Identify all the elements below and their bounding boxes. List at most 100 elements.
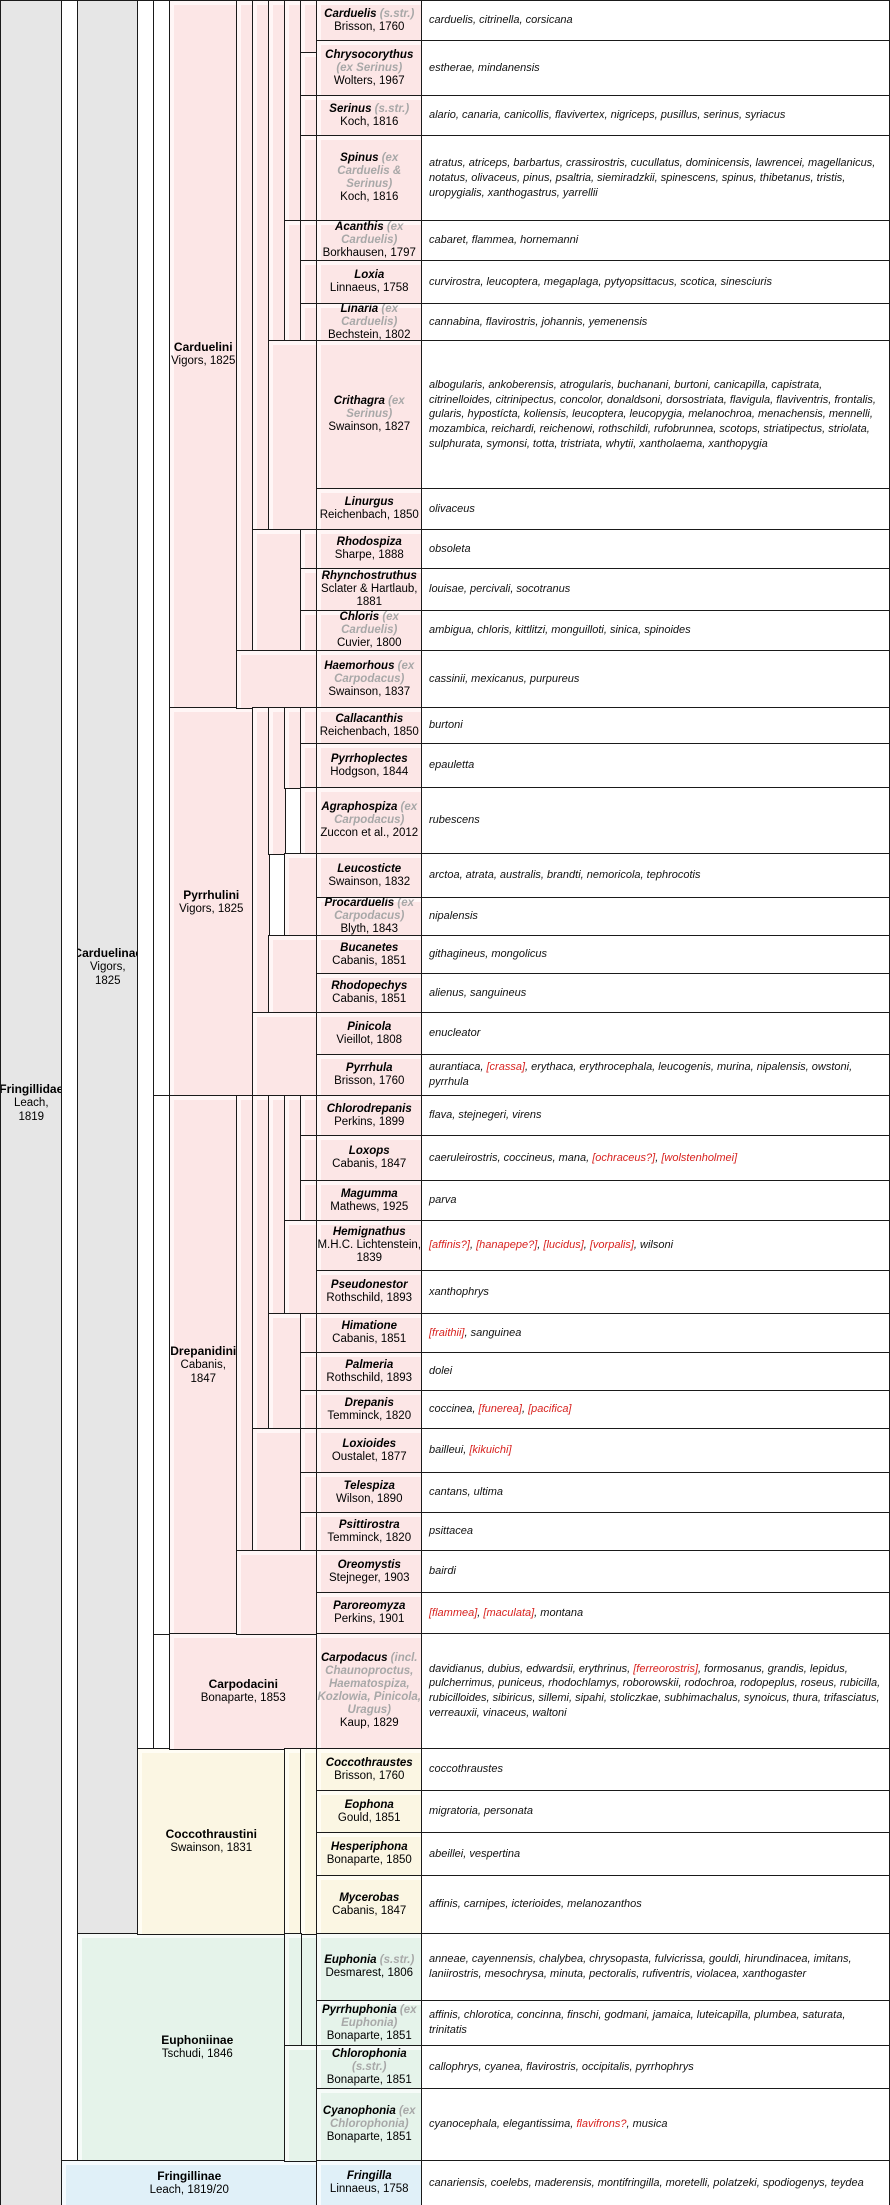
clade-bracket-37: [268, 1313, 302, 1430]
species-list: xanthophrys: [429, 1285, 489, 1300]
tribe-coccothraustini: Coccothraustini Swainson, 1831: [137, 1748, 286, 1935]
genus-pyrrhuphonia: Pyrrhuphonia (ex Euphonia) Bonaparte, 185…: [316, 2000, 423, 2047]
species-list: bailleui, [kikuichi]: [429, 1443, 512, 1458]
genus-name: Coccothraustes: [326, 1757, 413, 1770]
genus-authority: Cuvier, 1800: [336, 637, 402, 649]
species-text: , formosanus, grandis, lepidus, pulcherr…: [429, 1662, 881, 1720]
clade-bracket-25: [284, 853, 318, 937]
genus-authority: Koch, 1816: [340, 115, 399, 128]
genus-name-text: Loxia: [354, 269, 385, 281]
species-text: ,: [477, 1606, 484, 1619]
genus-name: Pseudonestor: [331, 1279, 408, 1292]
rank-name: Drepanidini: [170, 1343, 237, 1358]
genus-authority: Bonaparte, 1851: [326, 2131, 412, 2143]
genus-name: Cyanophonia (ex Chlorophonia): [317, 2105, 422, 2131]
genus-serinus: Serinus (s.str.) Koch, 1816: [316, 95, 423, 137]
species-text: parva: [429, 1194, 457, 1207]
species-procarduelis: nipalensis: [421, 897, 890, 937]
species-list: githagineus, mongolicus: [429, 947, 547, 962]
genus-chlorophonia: Chlorophonia (s.str.) Bonaparte, 1851: [316, 2045, 423, 2090]
genus-loxops: Loxops Cabanis, 1847: [316, 1135, 423, 1182]
genus-name-text: Crithagra: [333, 395, 385, 407]
genus-name: Hesperiphona: [331, 1841, 408, 1854]
genus-note: (ex Carpodacus): [334, 897, 414, 922]
species-euphonia: anneae, cayennensis, chalybea, chrysopas…: [421, 1933, 890, 2002]
species-chlorophonia: callophrys, cyanea, flavirostris, occipi…: [421, 2045, 890, 2090]
genus-name-text: Palmeria: [345, 1358, 394, 1371]
genus-name: Spinus (ex Carduelis & Serinus): [317, 152, 422, 191]
species-coccothraustes: coccothraustes: [421, 1748, 890, 1792]
genus-name: Pinicola: [347, 1021, 391, 1034]
genus-procarduelis: Procarduelis (ex Carpodacus) Blyth, 1843: [316, 897, 423, 937]
genus-loxioides: Loxioides Oustalet, 1877: [316, 1428, 423, 1474]
genus-note: (ex Carduelis & Serinus): [337, 152, 402, 190]
species-list: arctoa, atrata, australis, brandti, nemo…: [429, 868, 700, 883]
genus-name-text: Callacanthis: [335, 712, 404, 725]
clade-bracket-40: [300, 1390, 318, 1430]
species-list: alario, canaria, canicollis, flavivertex…: [429, 108, 785, 123]
species-list: affinis, carnipes, icterioides, melanoza…: [429, 1897, 642, 1912]
genus-name-text: Rhodopechys: [331, 980, 408, 992]
clade-bracket-22: [300, 707, 318, 745]
clade-bracket-27: [252, 1012, 318, 1097]
species-text: albogularis, ankoberensis, atrogularis, …: [429, 378, 876, 450]
genus-name-text: Euphonia: [324, 1954, 377, 1966]
species-list: cannabina, flavirostris, johannis, yemen…: [429, 315, 647, 330]
species-text: louisae, percivali, socotranus: [429, 583, 571, 596]
species-list: bairdi: [429, 1564, 456, 1579]
species-list: louisae, percivali, socotranus: [429, 582, 570, 597]
clade-bracket-41: [252, 1428, 302, 1552]
species-list: olivaceus: [429, 502, 475, 517]
species-palmeria: dolei: [421, 1352, 890, 1392]
genus-note: (s.str.): [376, 7, 415, 20]
genus-name: Paroreomyza: [333, 1600, 405, 1613]
genus-name-text: Pyrrhula: [345, 1062, 393, 1074]
genus-callacanthis: Callacanthis Reichenbach, 1850: [316, 707, 423, 745]
genus-authority: Swainson, 1827: [328, 421, 411, 433]
genus-name-text: Chlorophonia: [331, 2047, 407, 2060]
clade-bracket-17: [300, 610, 318, 652]
species-text: caeruleirostris, coccineus, mana,: [429, 1151, 593, 1164]
genus-name: Carduelis (s.str.): [324, 8, 414, 21]
species-list: cassinii, mexicanus, purpureus: [429, 672, 579, 687]
genus-note: (ex Carpodacus): [334, 659, 415, 685]
genus-name-text: Mycerobas: [339, 1891, 400, 1904]
genus-name: Mycerobas: [339, 1892, 399, 1905]
rank-authority: Swainson, 1831: [170, 1842, 253, 1855]
genus-mycerobas: Mycerobas Cabanis, 1847: [316, 1875, 423, 1935]
genus-eophona: Eophona Gould, 1851: [316, 1790, 423, 1834]
species-list: albogularis, ankoberensis, atrogularis, …: [429, 378, 882, 452]
clade-bracket-43: [300, 1472, 318, 1514]
clade-bracket-2: [252, 0, 270, 531]
species-psittirostra: psittacea: [421, 1512, 890, 1552]
clade-bracket-4: [284, 0, 302, 222]
genus-name: Pyrrhuphonia (ex Euphonia): [317, 2004, 422, 2030]
species-text: cabaret, flammea, hornemanni: [429, 234, 579, 247]
genus-hemignathus: Hemignathus M.H.C. Lichtenstein, 1839: [316, 1220, 423, 1272]
genus-name: Eophona: [345, 1799, 394, 1812]
genus-coccothraustes: Coccothraustes Brisson, 1760: [316, 1748, 423, 1792]
clade-bracket-3: [268, 0, 286, 342]
species-bucanetes: githagineus, mongolicus: [421, 935, 890, 975]
species-text: alienus, sanguineus: [429, 986, 527, 999]
rank-name: Euphoniinae: [161, 2033, 234, 2048]
genus-name: Crithagra (ex Serinus): [317, 395, 422, 421]
genus-name: Rhynchostruthus: [322, 570, 417, 583]
clade-bracket-44: [300, 1512, 318, 1552]
species-pseudonestor: xanthophrys: [421, 1270, 890, 1315]
species-list: callophrys, cyanea, flavirostris, occipi…: [429, 2060, 694, 2075]
genus-name-text: Paroreomyza: [333, 1600, 406, 1612]
species-list: anneae, cayennensis, chalybea, chrysopas…: [429, 1952, 882, 1982]
genus-name-text: Pyrrhuphonia: [321, 2003, 397, 2016]
genus-authority: Linnaeus, 1758: [329, 282, 409, 294]
genus-haemorhous: Haemorhous (ex Carpodacus) Swainson, 1837: [316, 650, 423, 709]
rank-name: Carduelinae: [78, 946, 138, 961]
genus-name-text: Chloris: [339, 611, 380, 623]
species-list: parva: [429, 1193, 457, 1208]
genus-name-text: Hesperiphona: [330, 1841, 408, 1853]
species-loxioides: bailleui, [kikuichi]: [421, 1428, 890, 1474]
genus-authority: Vieillot, 1808: [336, 1033, 403, 1046]
genus-authority: Blyth, 1843: [340, 923, 399, 935]
genus-name: Chlorodrepanis: [327, 1103, 412, 1116]
species-text: carduelis, citrinella, corsicana: [429, 14, 573, 27]
